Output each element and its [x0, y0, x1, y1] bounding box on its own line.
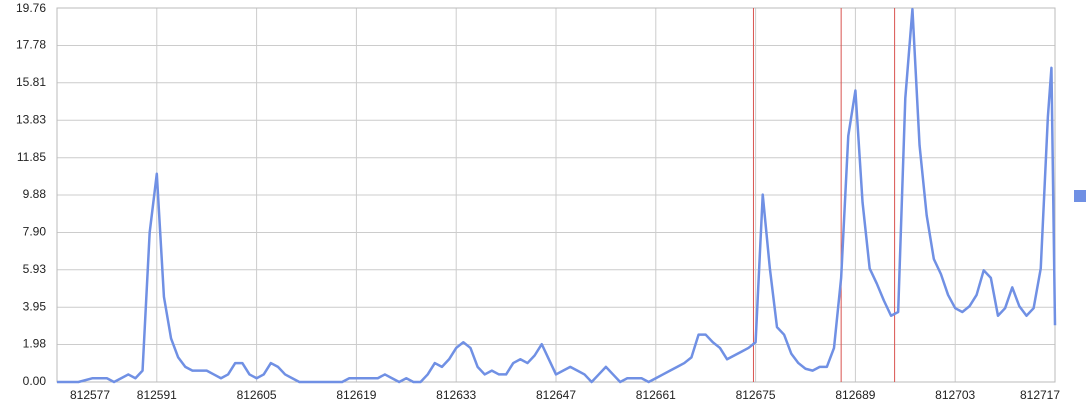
y-tick-label: 19.76 — [16, 1, 46, 15]
x-tick-label: 812703 — [935, 388, 975, 402]
y-tick-label: 0.00 — [23, 374, 47, 388]
line-series — [57, 7, 1057, 384]
y-tick-label: 7.90 — [23, 225, 47, 239]
y-tick-label: 15.81 — [16, 75, 46, 89]
x-tick-label: 812605 — [237, 388, 277, 402]
x-tick-label: 812647 — [536, 388, 576, 402]
x-tick-label: 812717 — [1020, 388, 1060, 402]
y-tick-label: 9.88 — [23, 187, 47, 201]
x-tick-label: 812661 — [636, 388, 676, 402]
x-tick-label: 812619 — [336, 388, 376, 402]
legend-swatch — [1074, 190, 1086, 202]
x-tick-label: 812633 — [436, 388, 476, 402]
x-tick-label: 812675 — [736, 388, 776, 402]
y-tick-label: 5.93 — [23, 262, 47, 276]
x-tick-label: 812591 — [137, 388, 177, 402]
y-tick-label: 13.83 — [16, 112, 46, 126]
y-tick-label: 1.98 — [23, 337, 47, 351]
y-tick-label: 11.85 — [17, 150, 46, 164]
x-tick-label: 812689 — [835, 388, 875, 402]
y-tick-label: 3.95 — [23, 299, 47, 313]
plot-border — [56, 7, 1056, 383]
x-tick-label: 812577 — [70, 388, 110, 402]
y-tick-label: 17.78 — [16, 38, 46, 52]
